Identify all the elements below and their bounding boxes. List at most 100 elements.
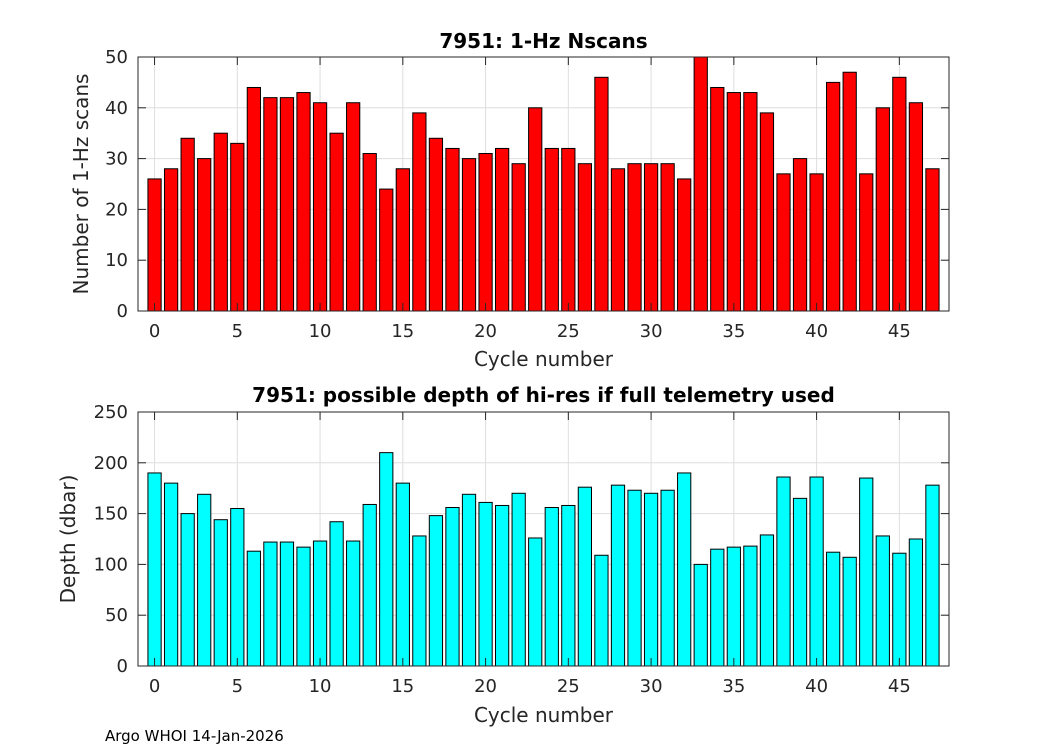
- top-chart-bar-cycle-4: [213, 132, 228, 312]
- bottom-chart-bar-cycle-40: [809, 476, 824, 667]
- bottom-chart-y-tick-label: 100: [94, 554, 128, 575]
- top-chart-bar-cycle-15: [395, 168, 410, 312]
- top-chart-x-tick-label: 25: [557, 321, 580, 342]
- top-chart-y-tick-label: 0: [117, 301, 128, 322]
- top-chart-bar-cycle-39: [792, 158, 808, 312]
- bottom-chart-bar-cycle-24: [544, 507, 559, 667]
- bottom-chart-bar-cycle-31: [660, 489, 675, 667]
- top-chart-bar-cycle-42: [842, 71, 857, 312]
- top-chart-bar-cycle-36: [743, 92, 758, 312]
- bottom-chart-panel: 0 5 10 15 20 25 30 35 40 45 0 50 100 150 200 250 7951: …: [56, 383, 950, 727]
- bottom-chart-bar-cycle-38: [776, 476, 791, 667]
- bottom-chart-bar-cycle-30: [643, 492, 659, 667]
- top-chart-y-tick-label: 20: [105, 199, 128, 220]
- bottom-chart-bar-cycle-23: [528, 537, 543, 667]
- bottom-chart-y-tick-label: 200: [94, 453, 128, 474]
- top-chart-bar-cycle-10: [312, 102, 328, 312]
- bottom-chart-x-tick-label: 15: [391, 676, 414, 697]
- bottom-chart-bar-cycle-20: [478, 501, 493, 667]
- top-chart-panel: 0 5 10 15 20 25 30 35 40 45 0 10 20 30 40 50 7951: 1-Hz…: [69, 29, 950, 371]
- bottom-chart-bar-cycle-44: [875, 535, 890, 667]
- bottom-chart-bar-cycle-13: [362, 503, 377, 667]
- bottom-chart-bar-cycle-33: [693, 563, 708, 667]
- bottom-chart-bar-cycle-26: [577, 486, 593, 667]
- bottom-chart-bar-cycle-9: [296, 546, 311, 667]
- top-chart-x-tick-label: 5: [232, 321, 243, 342]
- bottom-chart-bar-cycle-45: [892, 552, 907, 667]
- top-chart-bar-cycle-25: [561, 147, 576, 312]
- top-chart-x-tick-label: 30: [640, 321, 663, 342]
- top-chart-bar-cycle-34: [710, 86, 725, 312]
- bottom-chart-bar-cycle-11: [329, 521, 344, 667]
- top-chart-bar-cycle-32: [677, 178, 692, 312]
- top-chart-y-tick-label: 10: [105, 250, 128, 271]
- top-chart-bar-cycle-26: [577, 163, 593, 312]
- bottom-chart-bar-cycle-25: [561, 504, 576, 667]
- bottom-chart-bar-cycle-1: [163, 482, 179, 667]
- top-chart-bar-cycle-37: [759, 112, 775, 312]
- bottom-chart-bar-cycle-10: [312, 540, 328, 667]
- bottom-chart-bar-cycle-32: [677, 472, 692, 667]
- top-chart-bar-cycle-20: [478, 153, 493, 312]
- top-chart-bar-cycle-27: [594, 76, 609, 312]
- top-chart-bar-cycle-31: [660, 163, 675, 312]
- bottom-chart-y-tick-label: 150: [94, 504, 128, 525]
- top-chart-bar-cycle-40: [809, 173, 824, 312]
- bottom-chart-y-tick-label: 250: [94, 402, 128, 423]
- top-chart-bar-cycle-7: [263, 97, 278, 312]
- bottom-chart-bar-cycle-12: [346, 540, 361, 667]
- bottom-chart-bar-cycle-34: [710, 548, 725, 667]
- bottom-chart-bar-cycle-43: [859, 477, 874, 667]
- top-chart-bar-cycle-8: [279, 97, 295, 312]
- bottom-chart-bar-cycle-17: [428, 515, 444, 667]
- bottom-chart-bar-cycle-15: [395, 482, 410, 667]
- bottom-chart-bar-cycle-0: [147, 472, 162, 667]
- bottom-chart-x-tick-label: 30: [640, 676, 663, 697]
- top-chart-bar-cycle-41: [826, 81, 841, 312]
- top-chart-bar-cycle-2: [180, 137, 195, 312]
- bottom-chart-bar-cycle-8: [279, 541, 295, 667]
- footer-credit: Argo WHOI 14-Jan-2026: [105, 727, 284, 745]
- top-chart-bar-cycle-30: [643, 163, 659, 312]
- top-chart-x-tick-label: 35: [722, 321, 745, 342]
- bottom-chart-bar-cycle-5: [230, 508, 245, 667]
- top-chart-bar-cycle-47: [925, 168, 940, 312]
- top-chart-bar-cycle-33: [693, 56, 708, 312]
- bottom-chart-bar-cycle-29: [627, 489, 642, 667]
- top-chart-y-tick-label: 40: [105, 98, 128, 119]
- bottom-chart-x-tick-label: 25: [557, 676, 580, 697]
- top-chart-title: 7951: 1-Hz Nscans: [439, 29, 647, 53]
- top-chart-bar-cycle-35: [726, 92, 741, 312]
- top-chart-bar-cycle-17: [428, 137, 444, 312]
- bottom-chart-bar-cycle-14: [379, 452, 394, 667]
- bottom-chart-x-tick-label: 35: [722, 676, 745, 697]
- top-chart-bar-cycle-24: [544, 147, 559, 312]
- bottom-chart-bar-cycle-7: [263, 541, 278, 667]
- top-chart-bar-cycle-11: [329, 132, 344, 312]
- bottom-chart-bar-cycle-41: [826, 551, 841, 667]
- top-chart-x-tick-label: 40: [805, 321, 828, 342]
- top-chart-bar-cycle-43: [859, 173, 874, 312]
- bottom-chart-bar-cycle-39: [792, 497, 808, 667]
- top-chart-bar-cycle-9: [296, 92, 311, 312]
- bottom-chart-bar-cycle-35: [726, 546, 741, 667]
- top-chart-bar-cycle-22: [511, 163, 526, 312]
- bottom-chart-bar-cycle-19: [461, 493, 477, 667]
- bottom-chart-x-tick-label: 40: [805, 676, 828, 697]
- top-chart-bar-cycle-18: [445, 147, 460, 312]
- top-chart-bar-cycle-1: [163, 168, 179, 312]
- top-chart-x-tick-label: 45: [888, 321, 911, 342]
- top-chart-x-axis-label: Cycle number: [474, 347, 614, 371]
- top-chart-bar-cycle-44: [875, 107, 890, 312]
- top-chart-bar-cycle-38: [776, 173, 791, 312]
- top-chart-bar-cycle-5: [230, 142, 245, 312]
- top-chart-x-tick-label: 10: [309, 321, 332, 342]
- top-chart-bar-cycle-45: [892, 76, 907, 312]
- bottom-chart-y-tick-label: 0: [117, 656, 128, 677]
- bottom-chart-bar-cycle-22: [511, 492, 526, 667]
- bottom-chart-bar-cycle-6: [246, 550, 261, 667]
- bottom-chart-bar-cycle-46: [908, 538, 924, 667]
- bottom-chart-bar-cycle-2: [180, 513, 195, 667]
- top-chart-axes-box: [137, 56, 950, 312]
- bottom-chart-bar-cycle-47: [925, 484, 940, 667]
